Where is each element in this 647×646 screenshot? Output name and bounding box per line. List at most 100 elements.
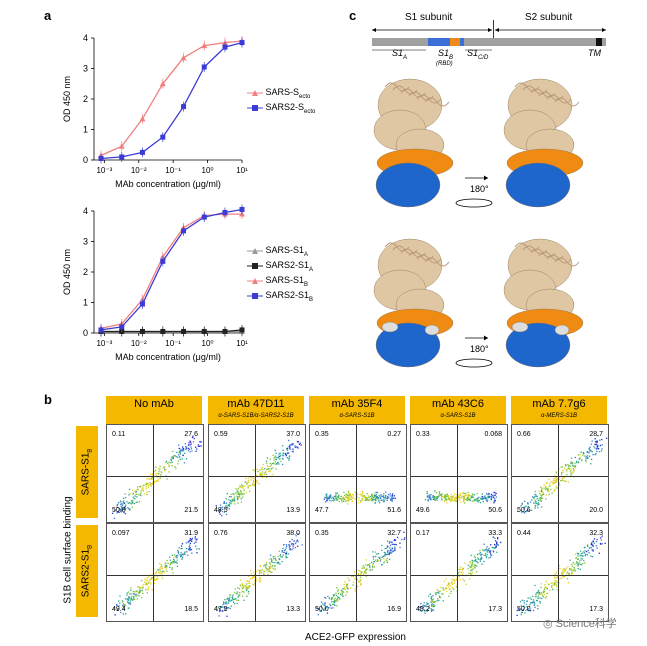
flow-plot: 0.66 28.7 50.6 20.0 [511,424,609,523]
flow-event-dot [229,607,231,610]
flow-event-dot [288,439,290,442]
flow-event-dot [151,473,153,475]
flow-event-dot [574,462,576,464]
flow-event-dot [537,597,539,600]
flow-event-dot [124,508,126,511]
flow-event-dot [179,451,181,453]
flow-event-dot [545,498,547,500]
flow-event-dot [275,458,277,460]
quadrant-percentage-bl: 48.5 [214,507,228,514]
flow-event-dot [483,543,485,545]
flow-event-dot [168,471,170,473]
flow-event-dot [432,598,434,600]
flow-event-dot [363,566,365,568]
flow-event-dot [229,502,231,504]
flow-event-dot [155,473,157,475]
flow-event-dot [488,551,491,553]
flow-event-dot [261,476,263,479]
flow-event-dot [486,554,488,556]
flow-event-dot [448,496,450,498]
flow-event-dot [485,499,487,501]
flow-event-dot [516,614,518,616]
flow-event-dot [116,604,118,607]
flow-event-dot [473,555,476,557]
flow-event-dot [471,574,473,576]
flow-event-dot [563,480,565,482]
flow-event-dot [597,445,599,447]
flow-event-dot [376,491,379,494]
flow-event-dot [383,497,385,499]
flow-event-dot [471,561,474,564]
flow-event-dot [122,500,125,503]
flow-event-dot [328,607,330,609]
flow-event-dot [379,560,382,562]
flow-event-dot [140,490,142,492]
s2-subunit-label: S2 subunit [525,12,573,23]
flow-event-dot [135,593,137,595]
flow-event-dot [520,505,522,507]
flow-event-dot [583,547,585,549]
flow-column-header: mAb 47D11 α-SARS-S1B/α-SARS2-S1B [208,396,304,424]
flow-event-dot [546,489,549,491]
quadrant-percentage-bl: 50.0 [517,606,531,613]
flow-event-dot [491,554,493,556]
flow-event-dot [324,603,326,605]
flow-event-dot [383,551,385,554]
flow-event-dot [274,557,276,559]
flow-event-dot [380,497,382,500]
quadrant-gate-horizontal [209,575,305,576]
quadrant-percentage-br: 50.6 [488,507,502,514]
flow-event-dot [228,503,230,506]
flow-event-dot [390,499,392,501]
flow-event-dot [184,443,186,445]
flow-event-dot [492,536,494,538]
surface-grey [424,324,440,336]
x-tick-label: 10¹ [236,339,248,348]
flow-event-dot [229,596,231,598]
flow-event-dot [396,536,399,539]
flow-event-dot [274,461,276,463]
flow-event-dot [577,552,580,554]
flow-event-dot [263,473,265,475]
flow-event-dot [255,570,257,573]
flow-event-dot [162,570,164,572]
flow-event-dot [234,598,236,601]
flow-scatter [424,490,497,504]
flow-event-dot [585,461,587,463]
flow-event-dot [147,580,149,582]
flow-event-dot [384,555,386,557]
flow-event-dot [166,559,168,562]
flow-event-dot [450,582,452,584]
flow-event-dot [278,455,280,457]
flow-event-dot [432,605,434,608]
flow-event-dot [245,482,248,484]
flow-event-dot [248,575,250,577]
flow-event-dot [355,575,357,578]
flow-event-dot [320,605,322,607]
flow-event-dot [148,481,151,484]
quadrant-percentage-tr: 32.7 [387,530,401,537]
flow-event-dot [326,496,328,498]
surface-grey [381,321,399,333]
flow-event-dot [259,581,261,583]
flow-event-dot [133,595,135,598]
flow-event-dot [287,553,289,555]
flow-event-dot [238,599,240,601]
flow-event-dot [581,459,583,462]
flow-event-dot [260,580,262,582]
flow-event-dot [428,605,431,607]
flow-event-dot [328,597,331,599]
flow-event-dot [163,466,166,468]
flow-event-dot [188,442,190,444]
flow-event-dot [259,473,261,475]
flow-event-dot [426,496,429,498]
flow-event-dot [118,511,120,513]
quadrant-percentage-tl: 0.59 [214,431,228,438]
data-point [181,228,187,234]
flow-event-dot [389,550,391,552]
flow-event-dot [545,487,547,489]
flow-event-dot [291,548,293,551]
flow-event-dot [534,490,536,493]
flow-event-dot [240,498,242,500]
flow-event-dot [420,602,422,605]
